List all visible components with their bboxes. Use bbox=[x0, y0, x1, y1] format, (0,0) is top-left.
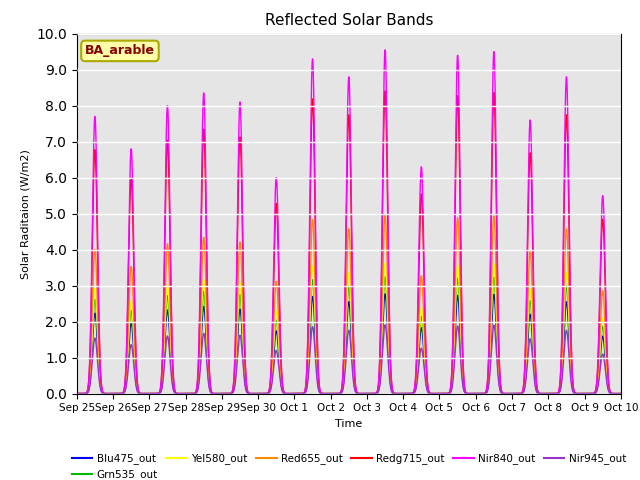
Red655_out bbox=[615, 391, 623, 396]
Nir945_out bbox=[189, 391, 197, 396]
Nir840_out bbox=[615, 391, 623, 396]
Nir840_out bbox=[501, 391, 509, 396]
Redg715_out bbox=[617, 391, 625, 396]
Line: Blu475_out: Blu475_out bbox=[77, 294, 621, 394]
Line: Redg715_out: Redg715_out bbox=[77, 91, 621, 394]
Blu475_out bbox=[424, 388, 431, 394]
Grn535_out bbox=[276, 372, 284, 377]
Nir945_out bbox=[73, 391, 81, 396]
Grn535_out bbox=[184, 391, 191, 396]
Nir945_out bbox=[617, 391, 625, 396]
Red655_out bbox=[424, 386, 431, 392]
Y-axis label: Solar Raditaion (W/m2): Solar Raditaion (W/m2) bbox=[20, 149, 31, 278]
Redg715_out bbox=[501, 391, 509, 396]
Blu475_out bbox=[73, 391, 81, 396]
Red655_out bbox=[617, 391, 625, 396]
Line: Red655_out: Red655_out bbox=[77, 215, 621, 394]
Blu475_out bbox=[617, 391, 625, 396]
Blu475_out bbox=[381, 291, 389, 297]
X-axis label: Time: Time bbox=[335, 419, 362, 429]
Nir945_out bbox=[381, 322, 389, 328]
Grn535_out bbox=[424, 388, 431, 394]
Redg715_out bbox=[276, 341, 284, 347]
Nir840_out bbox=[73, 391, 81, 396]
Yel580_out bbox=[381, 260, 389, 266]
Grn535_out bbox=[381, 274, 389, 279]
Red655_out bbox=[184, 391, 191, 396]
Blu475_out bbox=[276, 374, 284, 380]
Grn535_out bbox=[73, 391, 81, 396]
Title: Reflected Solar Bands: Reflected Solar Bands bbox=[264, 13, 433, 28]
Legend: Blu475_out, Grn535_out, Yel580_out, Red655_out, Redg715_out, Nir840_out, Nir945_: Blu475_out, Grn535_out, Yel580_out, Red6… bbox=[67, 449, 630, 480]
Yel580_out bbox=[615, 391, 623, 396]
Line: Yel580_out: Yel580_out bbox=[77, 263, 621, 394]
Redg715_out bbox=[424, 384, 431, 390]
Red655_out bbox=[381, 212, 389, 218]
Red655_out bbox=[276, 361, 284, 367]
Nir840_out bbox=[381, 47, 389, 53]
Yel580_out bbox=[424, 388, 431, 394]
Red655_out bbox=[189, 391, 197, 396]
Yel580_out bbox=[189, 391, 197, 396]
Redg715_out bbox=[615, 391, 623, 396]
Red655_out bbox=[73, 391, 81, 396]
Nir840_out bbox=[189, 391, 197, 396]
Nir840_out bbox=[276, 334, 284, 340]
Redg715_out bbox=[73, 391, 81, 396]
Yel580_out bbox=[73, 391, 81, 396]
Grn535_out bbox=[501, 391, 509, 396]
Nir840_out bbox=[424, 383, 431, 389]
Line: Grn535_out: Grn535_out bbox=[77, 276, 621, 394]
Yel580_out bbox=[501, 391, 509, 396]
Line: Nir945_out: Nir945_out bbox=[77, 325, 621, 394]
Yel580_out bbox=[276, 369, 284, 375]
Redg715_out bbox=[381, 88, 389, 94]
Nir945_out bbox=[424, 389, 431, 395]
Nir840_out bbox=[184, 391, 191, 396]
Grn535_out bbox=[615, 391, 623, 396]
Red655_out bbox=[501, 391, 509, 396]
Grn535_out bbox=[617, 391, 625, 396]
Nir945_out bbox=[184, 391, 191, 396]
Text: BA_arable: BA_arable bbox=[85, 44, 155, 58]
Grn535_out bbox=[189, 391, 197, 396]
Redg715_out bbox=[184, 391, 191, 396]
Redg715_out bbox=[189, 391, 197, 396]
Nir840_out bbox=[617, 391, 625, 396]
Blu475_out bbox=[184, 391, 191, 396]
Nir945_out bbox=[615, 391, 623, 396]
Blu475_out bbox=[615, 391, 623, 396]
Nir945_out bbox=[276, 379, 284, 385]
Nir945_out bbox=[501, 391, 509, 396]
Blu475_out bbox=[501, 391, 509, 396]
Yel580_out bbox=[617, 391, 625, 396]
Blu475_out bbox=[189, 391, 197, 396]
Line: Nir840_out: Nir840_out bbox=[77, 50, 621, 394]
Yel580_out bbox=[184, 391, 191, 396]
